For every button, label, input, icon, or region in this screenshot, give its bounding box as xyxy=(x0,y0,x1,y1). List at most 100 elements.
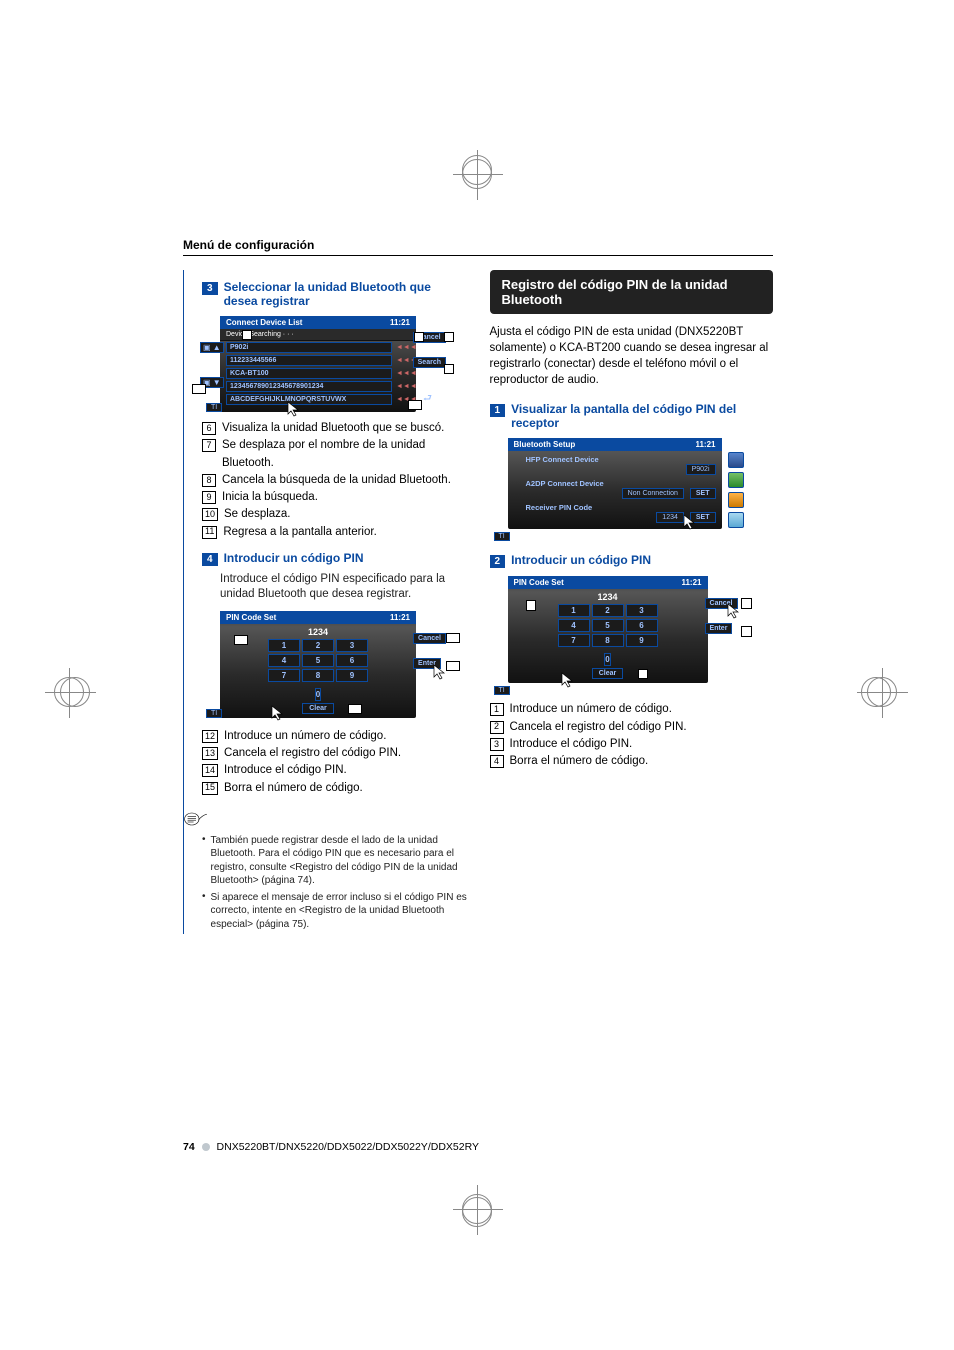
callout-14: 14 xyxy=(446,661,460,671)
side-icon-strip xyxy=(728,452,744,528)
ti-button[interactable]: TI xyxy=(494,532,510,541)
screen-titlebar: Connect Device List 11:21 xyxy=(220,316,416,329)
ref-text: Visualiza la unidad Bluetooth que se bus… xyxy=(222,420,444,437)
screenshot-device-list: Connect Device List 11:21 Device Searchi… xyxy=(220,316,416,412)
screen-titlebar: PIN Code Set 11:21 xyxy=(508,576,708,589)
ref-num: 9 xyxy=(202,491,216,504)
footer-separator-icon xyxy=(202,1143,210,1151)
page-content: Menú de configuración 3 Seleccionar la u… xyxy=(183,238,773,934)
keypad-key[interactable]: 5 xyxy=(592,619,624,632)
keypad-key[interactable]: 1 xyxy=(558,604,590,617)
keypad-key[interactable]: 4 xyxy=(558,619,590,632)
screen-clock: 11:21 xyxy=(390,613,410,622)
scroll-left-icon[interactable]: ◄◄◄ xyxy=(396,357,410,364)
device-item[interactable]: 112233445566 xyxy=(226,355,392,366)
ti-button[interactable]: TI xyxy=(206,709,222,718)
side-icon[interactable] xyxy=(728,492,744,508)
callout-8: 8 xyxy=(444,332,454,342)
side-icon[interactable] xyxy=(728,452,744,468)
step-number-badge: 4 xyxy=(202,553,218,566)
registration-mark-right xyxy=(867,677,897,707)
callout-13: 13 xyxy=(446,633,460,643)
note-text: También puede registrar desde el lado de… xyxy=(211,834,468,888)
screen-clock: 11:21 xyxy=(695,440,715,449)
intro-text: Ajusta el código PIN de esta unidad (DNX… xyxy=(490,324,774,388)
ti-button[interactable]: TI xyxy=(206,403,222,412)
scroll-left-icon[interactable]: ◄◄◄ xyxy=(396,383,410,390)
callout-descriptions: 6 Visualiza la unidad Bluetooth que se bu… xyxy=(202,420,468,541)
ref-num: 7 xyxy=(202,439,216,452)
keypad-key[interactable]: 9 xyxy=(626,634,658,647)
keypad-key[interactable]: 7 xyxy=(268,669,300,682)
step-4-heading: 4 Introducir un código PIN xyxy=(202,551,468,566)
callout-descriptions-2: 12Introduce un número de código. 13Cance… xyxy=(202,728,468,797)
step-2-heading: 2 Introducir un código PIN xyxy=(490,553,774,568)
scroll-left-icon[interactable]: ◄◄◄ xyxy=(396,344,410,351)
a2dp-label: A2DP Connect Device xyxy=(526,479,716,488)
device-item[interactable]: KCA-BT100 xyxy=(226,368,392,379)
ti-button[interactable]: TI xyxy=(494,686,510,695)
return-icon[interactable]: ⮐ xyxy=(423,391,432,408)
screen-title: PIN Code Set xyxy=(514,578,564,587)
callout-2: 2 xyxy=(741,598,751,608)
scroll-left-icon[interactable]: ◄◄◄ xyxy=(396,370,410,377)
callout-4: 4 xyxy=(638,669,648,679)
pin-display: 1234 xyxy=(508,589,708,602)
ref-text: Borra el número de código. xyxy=(510,753,649,770)
topic-title-box: Registro del código PIN de la unidad Blu… xyxy=(490,270,774,314)
keypad-key[interactable]: 5 xyxy=(302,654,334,667)
step-number-badge: 3 xyxy=(202,282,218,295)
ref-text: Introduce un número de código. xyxy=(510,701,672,718)
keypad-key[interactable]: 4 xyxy=(268,654,300,667)
scroll-up-button[interactable]: ▣ ▲ xyxy=(200,342,224,353)
ref-text: Introduce el código PIN. xyxy=(510,736,633,753)
cursor-icon xyxy=(560,671,578,689)
callout-9: 9 xyxy=(444,364,454,374)
keypad-zero[interactable]: 0 xyxy=(604,653,610,666)
ref-num: 4 xyxy=(490,755,504,768)
side-icon[interactable] xyxy=(728,472,744,488)
ref-num: 14 xyxy=(202,764,218,777)
callout-1: 1 xyxy=(526,600,536,610)
registration-mark-left xyxy=(54,677,84,707)
keypad-key[interactable]: 6 xyxy=(626,619,658,632)
keypad-key[interactable]: 2 xyxy=(302,639,334,652)
step-number-badge: 2 xyxy=(490,555,506,568)
clear-button[interactable]: Clear xyxy=(592,668,624,679)
a2dp-value: Non Connection xyxy=(622,488,684,499)
keypad-zero[interactable]: 0 xyxy=(315,688,321,701)
search-button[interactable]: Search xyxy=(413,357,446,368)
side-icon[interactable] xyxy=(728,512,744,528)
keypad-key[interactable]: 8 xyxy=(592,634,624,647)
device-item[interactable]: P902i xyxy=(226,342,392,353)
device-item[interactable]: ABCDEFGHIJKLMNOPQRSTUVWX xyxy=(226,394,392,405)
screen-titlebar: Bluetooth Setup 11:21 xyxy=(508,438,722,451)
keypad-key[interactable]: 8 xyxy=(302,669,334,682)
ref-text: Introduce el código PIN. xyxy=(224,762,347,779)
screen-clock: 11:21 xyxy=(681,578,701,587)
screenshot-pin-right: PIN Code Set 11:21 1234 1 2 3 4 5 6 7 8 … xyxy=(508,576,708,683)
page-footer: 74 DNX5220BT/DNX5220/DDX5022/DDX5022Y/DD… xyxy=(183,1141,479,1153)
set-button[interactable]: SET xyxy=(690,488,716,499)
note-icon xyxy=(184,811,208,827)
keypad-key[interactable]: 6 xyxy=(336,654,368,667)
callout-7: 7 xyxy=(414,332,424,342)
keypad-key[interactable]: 9 xyxy=(336,669,368,682)
keypad-key[interactable]: 7 xyxy=(558,634,590,647)
ref-num: 8 xyxy=(202,474,216,487)
cursor-icon xyxy=(682,513,700,531)
clear-button[interactable]: Clear xyxy=(302,703,334,714)
device-item[interactable]: 123456789012345678901234 xyxy=(226,381,392,392)
keypad-key[interactable]: 2 xyxy=(592,604,624,617)
keypad-key[interactable]: 1 xyxy=(268,639,300,652)
keypad-key[interactable]: 3 xyxy=(336,639,368,652)
keypad-key[interactable]: 3 xyxy=(626,604,658,617)
ref-num: 15 xyxy=(202,782,218,795)
ref-text: Regresa a la pantalla anterior. xyxy=(223,524,376,541)
pin-label: Receiver PIN Code xyxy=(526,503,716,512)
cancel-button[interactable]: Cancel xyxy=(413,633,446,644)
ref-num: 6 xyxy=(202,422,216,435)
step-title: Introducir un código PIN xyxy=(224,551,364,565)
step-1-heading: 1 Visualizar la pantalla del código PIN … xyxy=(490,402,774,430)
enter-button[interactable]: Enter xyxy=(705,623,733,634)
